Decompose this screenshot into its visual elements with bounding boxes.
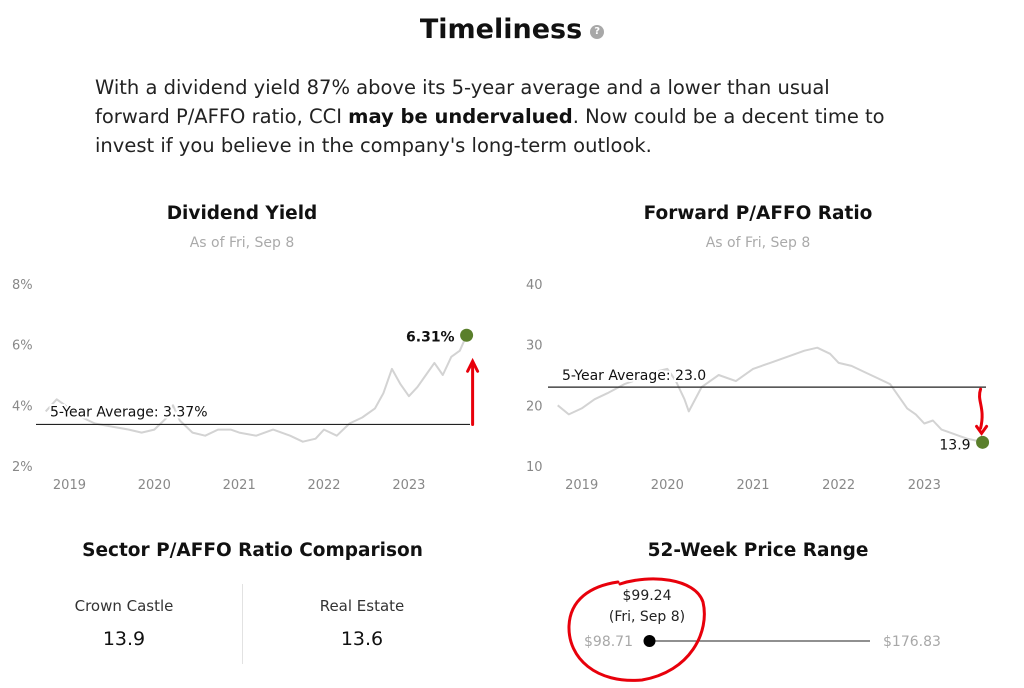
dividend-yield-x-tick-label: 2022 <box>307 478 340 493</box>
summary-paragraph: With a dividend yield 87% above its 5-ye… <box>95 73 895 160</box>
paffo-ratio-subtitle: As of Fri, Sep 8 <box>705 235 811 251</box>
dividend-yield-current-marker <box>460 328 474 342</box>
price-range-title: 52-Week Price Range <box>647 540 869 561</box>
summary-text-part1: With a dividend yield 87% above its 5-ye… <box>95 76 830 128</box>
summary-verdict: may be undervalued <box>348 105 573 128</box>
dividend-yield-current-label: 6.31% <box>406 329 455 345</box>
pffo-ratio-average-label: 5-Year Average: 23.0 <box>562 368 706 384</box>
range-low-label: $98.71 <box>584 634 633 650</box>
real-estate-value: 13.6 <box>340 628 384 650</box>
pffo-ratio-y-tick-label: 20 <box>526 399 543 414</box>
dividend-yield-y-tick-label: 6% <box>12 339 33 354</box>
crown-castle-value: 13.9 <box>102 628 146 650</box>
dividend-yield-x-tick-label: 2023 <box>392 478 425 493</box>
pffo-ratio-x-tick-label: 2023 <box>908 478 941 493</box>
pffo-ratio-annotation-arrow-head <box>975 424 989 436</box>
question-circle-icon[interactable]: ? <box>590 25 605 39</box>
current-price-date: (Fri, Sep 8) <box>609 609 685 625</box>
dividend-yield-x-tick-label: 2019 <box>53 478 86 493</box>
pffo-ratio-current-marker <box>976 435 990 449</box>
pffo-ratio-series-line <box>557 346 983 444</box>
pffo-ratio-annotation-arrow-shaft <box>978 387 984 430</box>
dividend-yield-y-tick-label: 2% <box>12 460 33 475</box>
range-high-label: $176.83 <box>883 634 941 650</box>
crown-castle-label: Crown Castle <box>74 597 174 615</box>
dividend-yield-chart: 2% 4% 6% 8% 2019 2020 2021 2022 2023 5-Year Avera… <box>12 278 480 493</box>
pffo-ratio-x-tick-label: 2021 <box>736 478 769 493</box>
dividend-yield-average-label: 5-Year Average: 3.37% <box>50 404 208 420</box>
current-price-marker <box>643 635 656 647</box>
sector-comparison-title: Sector P/AFFO Ratio Comparison <box>82 540 423 561</box>
dividend-yield-y-tick-label: 4% <box>12 399 33 414</box>
summary-text-part2: . Now could be a decent time to invest i… <box>95 105 885 157</box>
comparison-divider <box>242 584 243 664</box>
pffo-ratio-y-tick-label: 40 <box>526 278 543 293</box>
dividend-yield-annotation-arrow-head <box>466 357 480 373</box>
current-price: $99.24 <box>623 588 672 604</box>
pffo-ratio-y-tick-label: 30 <box>526 339 543 354</box>
pffo-ratio-x-tick-label: 2022 <box>822 478 855 493</box>
real-estate-label: Real Estate <box>319 597 405 615</box>
paffo-ratio-title: Forward P/AFFO Ratio <box>643 203 873 224</box>
pffo-ratio-current-label: 13.9 <box>939 437 970 453</box>
annotation-circle <box>567 577 706 682</box>
pffo-ratio-x-tick-label: 2020 <box>651 478 684 493</box>
section-title: Timeliness? <box>0 14 1024 45</box>
dividend-yield-subtitle: As of Fri, Sep 8 <box>189 235 295 251</box>
dividend-yield-series-line <box>44 334 468 443</box>
pffo-ratio-y-tick-label: 10 <box>526 460 543 475</box>
dividend-yield-y-tick-label: 8% <box>12 278 33 293</box>
dividend-yield-x-tick-label: 2021 <box>223 478 256 493</box>
pffo-ratio-x-tick-label: 2019 <box>565 478 598 493</box>
price-range-widget: $99.24 (Fri, Sep 8) $98.71 $176.83 <box>567 577 941 682</box>
dividend-yield-x-tick-label: 2020 <box>138 478 171 493</box>
pafffo-ratio-chart: 10 20 30 40 2019 2020 2021 2022 2023 5-Year Avera… <box>526 278 990 493</box>
dividend-yield-title: Dividend Yield <box>166 203 318 224</box>
section-title-text: Timeliness <box>419 14 583 45</box>
